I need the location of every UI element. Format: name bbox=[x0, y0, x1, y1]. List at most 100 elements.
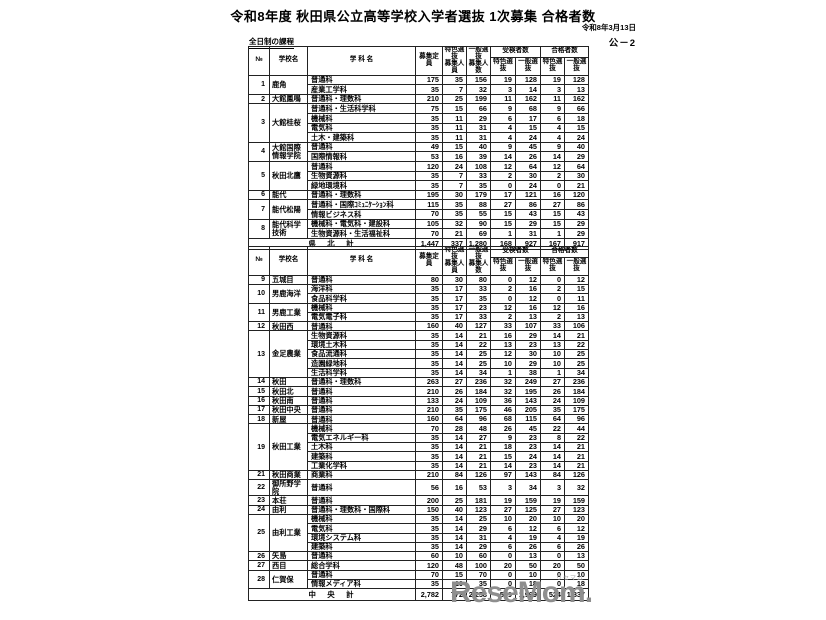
value-cell: 15 bbox=[540, 218, 565, 230]
value-cell: 26 bbox=[490, 423, 516, 434]
school-department-row: 15 秋田北 普通科 210 26 184 32 195 26 184 bbox=[248, 386, 589, 397]
value-cell: 6 bbox=[490, 541, 516, 553]
total-label-cell: 中 央 計 bbox=[248, 588, 416, 601]
department-name-cell: 総合学科 bbox=[307, 560, 416, 571]
value-cell: 43 bbox=[564, 209, 589, 220]
value-cell: 35 bbox=[415, 113, 443, 124]
value-cell: 16 bbox=[515, 302, 541, 313]
value-cell: 23 bbox=[515, 442, 541, 453]
school-name-cell: 由利 bbox=[269, 504, 308, 515]
value-cell: 45 bbox=[515, 141, 541, 153]
value-cell: 14 bbox=[442, 451, 467, 462]
school-name-cell: 能代 bbox=[269, 189, 308, 201]
department-name-cell: 緑地環境科 bbox=[307, 180, 416, 191]
department-name-cell: 造園緑地科 bbox=[307, 358, 416, 369]
value-cell: 68 bbox=[515, 103, 541, 115]
value-cell: 2 bbox=[490, 283, 516, 295]
value-cell: 16 bbox=[442, 151, 467, 163]
department-name-cell: 普通科 bbox=[307, 321, 416, 332]
value-cell: 126 bbox=[466, 469, 491, 481]
value-cell: 96 bbox=[564, 414, 589, 425]
school-name-cell: 秋田北 bbox=[269, 386, 308, 397]
value-cell: 16 bbox=[515, 283, 541, 295]
value-cell: 29 bbox=[466, 113, 491, 124]
value-cell: 15 bbox=[442, 141, 467, 153]
value-cell: 22 bbox=[466, 339, 491, 351]
value-cell: 175 bbox=[564, 404, 589, 416]
value-cell: 6 bbox=[490, 523, 516, 534]
value-cell: 6 bbox=[490, 113, 516, 124]
school-no-cell: 24 bbox=[248, 504, 270, 515]
department-name-cell: 普通科 bbox=[307, 404, 416, 416]
total-value-cell: 1,837 bbox=[564, 588, 589, 601]
school-department-row: 26 矢島 普通科 60 10 60 0 13 0 13 bbox=[248, 551, 589, 562]
department-name-cell: 普通科・理数科 bbox=[307, 376, 416, 388]
school-no-cell: 17 bbox=[248, 404, 270, 416]
value-cell: 3 bbox=[540, 84, 565, 95]
value-cell: 3 bbox=[490, 479, 516, 497]
value-cell: 156 bbox=[466, 74, 491, 86]
value-cell: 35 bbox=[415, 367, 443, 378]
school-department-row: 4 大館国際 情報学院 普通科 49 15 40 9 45 9 40 bbox=[248, 141, 589, 163]
value-cell: 84 bbox=[442, 469, 467, 481]
value-cell: 35 bbox=[415, 578, 443, 590]
col-header-no: № bbox=[248, 246, 270, 276]
col-header-examinees-tokushoku: 特色選抜 bbox=[490, 256, 516, 276]
value-cell: 236 bbox=[466, 376, 491, 388]
department-name-cell: 環境システム科 bbox=[307, 532, 416, 543]
value-cell: 205 bbox=[515, 404, 541, 416]
value-cell: 20 bbox=[515, 513, 541, 525]
value-cell: 4 bbox=[490, 532, 516, 543]
value-cell: 14 bbox=[442, 358, 467, 369]
value-cell: 35 bbox=[415, 358, 443, 369]
value-cell: 23 bbox=[466, 302, 491, 313]
col-header-examinees-group: 受検者数 bbox=[490, 246, 541, 258]
school-department-row: 環境システム科 35 14 31 4 19 4 19 bbox=[249, 532, 589, 543]
value-cell: 199 bbox=[466, 93, 491, 105]
value-cell: 15 bbox=[490, 209, 516, 220]
value-cell: 29 bbox=[564, 218, 589, 230]
school-no-cell: 15 bbox=[248, 386, 270, 397]
value-cell: 0 bbox=[540, 274, 565, 286]
school-department-row: 16 秋田南 普通科 133 24 109 36 143 24 109 bbox=[248, 395, 589, 406]
value-cell: 43 bbox=[515, 209, 541, 220]
department-name-cell: 普通科 bbox=[307, 495, 416, 506]
school-no-cell: 1 bbox=[248, 74, 270, 95]
value-cell: 35 bbox=[415, 339, 443, 351]
value-cell: 33 bbox=[490, 321, 516, 332]
school-name-cell: 秋田南 bbox=[269, 395, 308, 406]
school-name-cell: 大館桂桜 bbox=[269, 103, 308, 143]
value-cell: 31 bbox=[466, 532, 491, 543]
value-cell: 26 bbox=[515, 151, 541, 163]
school-department-row: 国際情報科 53 16 39 14 26 14 29 bbox=[249, 151, 589, 163]
value-cell: 50 bbox=[564, 560, 589, 571]
department-name-cell: 工業化学科 bbox=[307, 460, 416, 471]
value-cell: 34 bbox=[466, 367, 491, 378]
value-cell: 14 bbox=[515, 84, 541, 95]
value-cell: 24 bbox=[564, 132, 589, 143]
value-cell: 0 bbox=[540, 551, 565, 562]
value-cell: 11 bbox=[442, 113, 467, 124]
value-cell: 32 bbox=[442, 218, 467, 230]
value-cell: 12 bbox=[490, 349, 516, 360]
value-cell: 1 bbox=[490, 367, 516, 378]
value-cell: 19 bbox=[515, 532, 541, 543]
value-cell: 32 bbox=[564, 479, 589, 497]
value-cell: 30 bbox=[442, 189, 467, 201]
value-cell: 24 bbox=[442, 161, 467, 172]
value-cell: 14 bbox=[540, 460, 565, 471]
value-cell: 15 bbox=[564, 122, 589, 134]
value-cell: 70 bbox=[415, 228, 443, 239]
value-cell: 31 bbox=[466, 132, 491, 143]
value-cell: 16 bbox=[442, 479, 467, 497]
value-cell: 36 bbox=[490, 395, 516, 406]
value-cell: 16 bbox=[490, 330, 516, 341]
value-cell: 12 bbox=[490, 161, 516, 172]
department-name-cell: 食品科学科 bbox=[307, 293, 416, 304]
value-cell: 2 bbox=[540, 311, 565, 323]
value-cell: 40 bbox=[442, 321, 467, 332]
value-cell: 9 bbox=[490, 103, 516, 115]
value-cell: 35 bbox=[415, 330, 443, 341]
value-cell: 14 bbox=[540, 330, 565, 341]
value-cell: 90 bbox=[466, 218, 491, 230]
